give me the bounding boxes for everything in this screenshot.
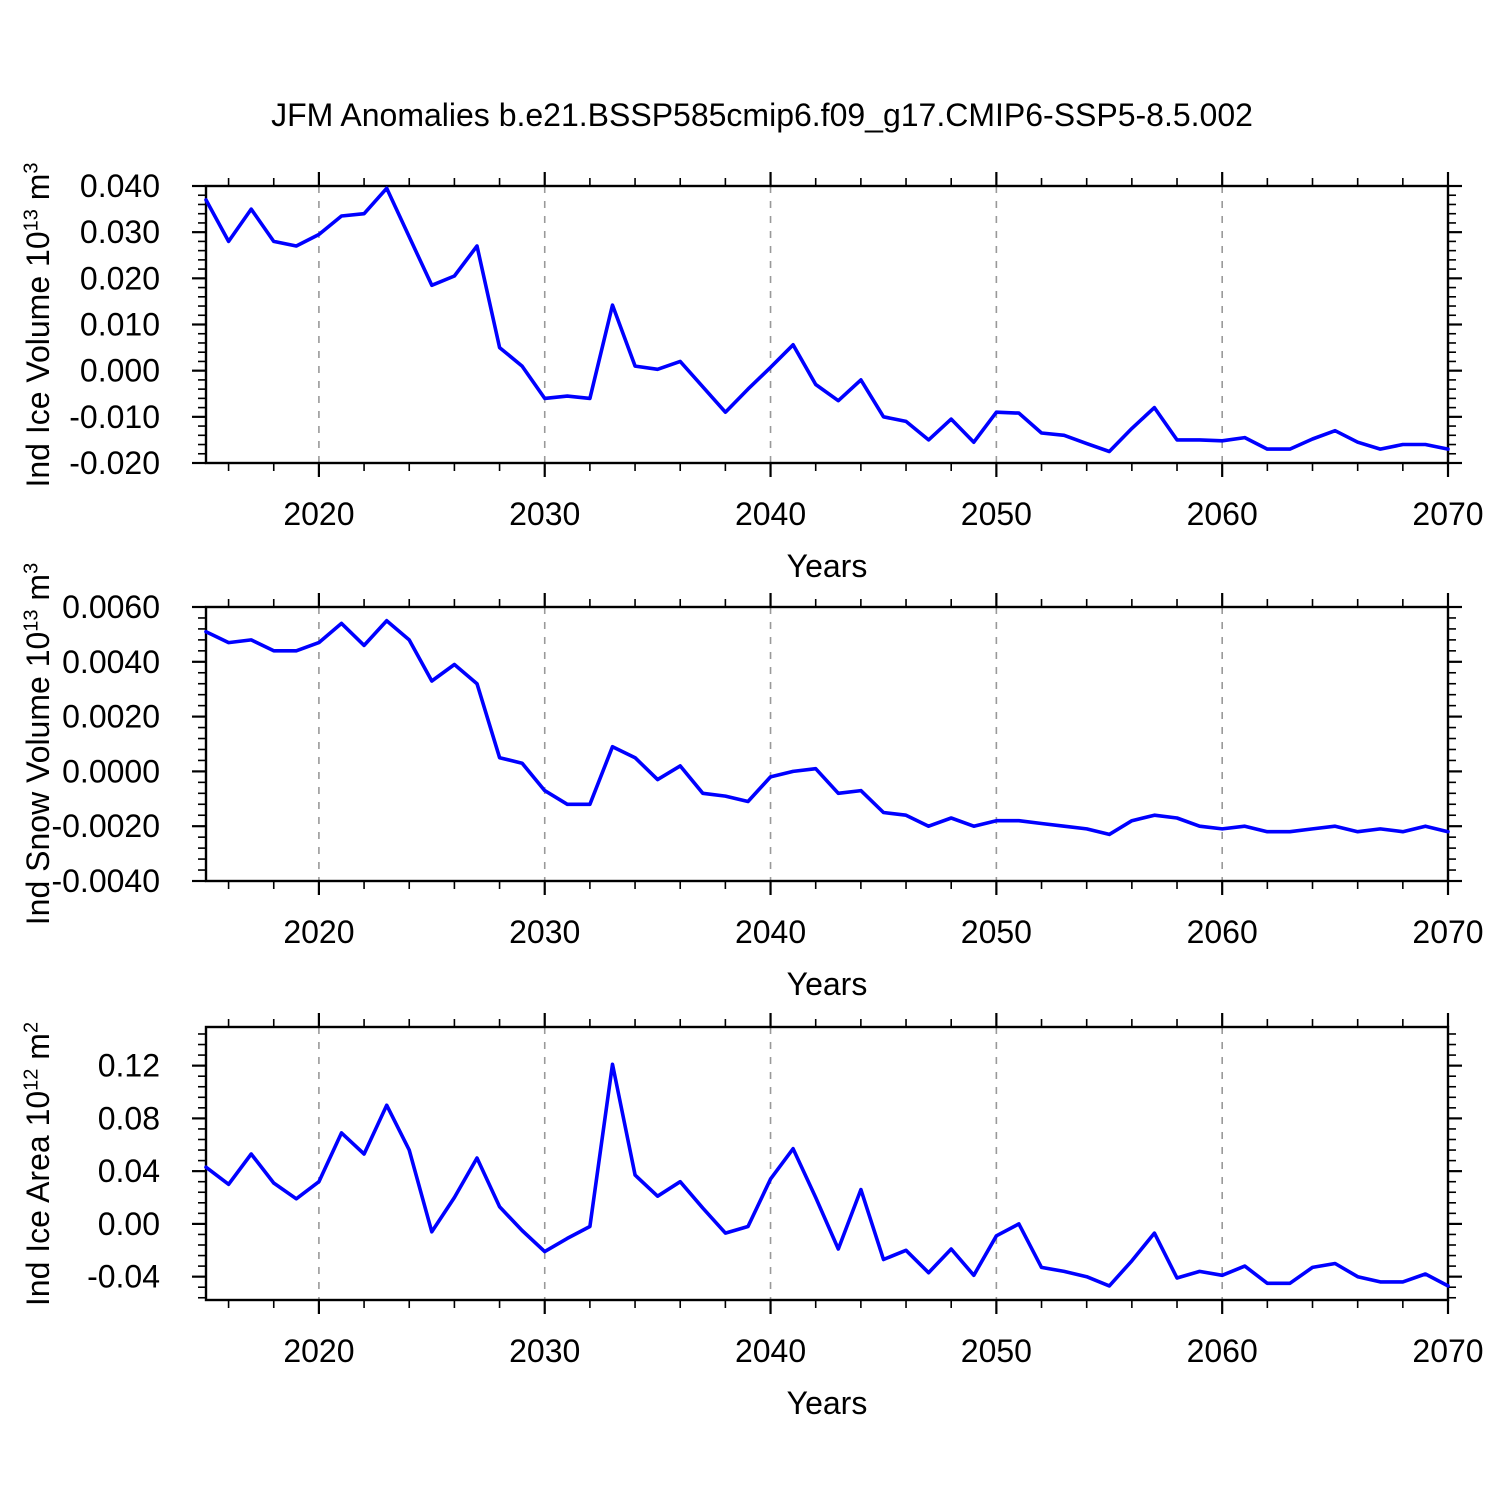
ylabel-superscript: 12 bbox=[20, 1068, 43, 1091]
x-tick-label: 2050 bbox=[961, 496, 1032, 532]
ylabel-superscript: 3 bbox=[20, 161, 43, 174]
y-axis-title-ice-area: Ind Ice Area 1012 m2 bbox=[16, 884, 60, 1444]
y-tick-label: 0.010 bbox=[80, 307, 160, 343]
y-tick-label: -0.0040 bbox=[51, 863, 160, 899]
x-tick-label: 2060 bbox=[1187, 496, 1258, 532]
x-tick-label: 2030 bbox=[509, 914, 580, 950]
x-tick-label: 2030 bbox=[509, 496, 580, 532]
y-tick-label: 0.000 bbox=[80, 353, 160, 389]
y-tick-label: 0.0060 bbox=[62, 589, 160, 625]
y-tick-label: 0.0000 bbox=[62, 753, 160, 789]
x-axis-title: Years bbox=[787, 1385, 868, 1421]
ylabel-superscript: 13 bbox=[20, 609, 43, 632]
y-tick-label: 0.12 bbox=[98, 1048, 160, 1084]
x-axis-title: Years bbox=[787, 966, 868, 1002]
x-tick-label: 2070 bbox=[1412, 496, 1483, 532]
y-tick-label: 0.04 bbox=[98, 1153, 160, 1189]
y-tick-label: -0.0020 bbox=[51, 808, 160, 844]
x-axis-title: Years bbox=[787, 548, 868, 584]
ylabel-text: m bbox=[20, 573, 56, 610]
ylabel-text: m bbox=[20, 1032, 56, 1069]
y-tick-label: 0.00 bbox=[98, 1206, 160, 1242]
ice-area-line bbox=[204, 1062, 1450, 1288]
x-tick-label: 2070 bbox=[1412, 1333, 1483, 1369]
panel-ice-volume: 2020 2030 2040 2050 2060 2070 Years 0.040 0.030 0… bbox=[69, 168, 1483, 584]
x-tick-label: 2020 bbox=[283, 1333, 354, 1369]
x-tick-label: 2060 bbox=[1187, 914, 1258, 950]
plot-frame bbox=[204, 1025, 1450, 1302]
y-tick-label: 0.08 bbox=[98, 1100, 160, 1136]
y-tick-label: 0.020 bbox=[80, 260, 160, 296]
x-tick-label: 2020 bbox=[283, 914, 354, 950]
ice-volume-line bbox=[204, 186, 1450, 454]
plot-frame bbox=[204, 184, 1450, 465]
panel-ice-area: 2020 2030 2040 2050 2060 2070 Years 0.12 0.08 0.0… bbox=[87, 1013, 1484, 1421]
x-tick-label: 2050 bbox=[961, 1333, 1032, 1369]
panel-snow-volume: 2020 2030 2040 2050 2060 2070 Years 0.0060 0.004… bbox=[51, 589, 1483, 1002]
x-tick-label: 2040 bbox=[735, 914, 806, 950]
ylabel-superscript: 3 bbox=[20, 562, 43, 574]
x-tick-label: 2030 bbox=[509, 1333, 580, 1369]
ylabel-superscript: 13 bbox=[20, 208, 43, 231]
ylabel-superscript: 2 bbox=[20, 1021, 43, 1033]
x-tick-label: 2040 bbox=[735, 496, 806, 532]
x-tick-label: 2060 bbox=[1187, 1333, 1258, 1369]
x-tick-label: 2050 bbox=[961, 914, 1032, 950]
ylabel-text: Ind Ice Volume 10 bbox=[20, 230, 56, 488]
ylabel-text: Ind Ice Area 10 bbox=[20, 1090, 56, 1306]
y-tick-label: 0.040 bbox=[80, 168, 160, 204]
y-tick-label: -0.04 bbox=[87, 1259, 160, 1295]
ylabel-text: Ind Snow Volume 10 bbox=[20, 631, 56, 926]
y-tick-label: -0.010 bbox=[69, 399, 160, 435]
plot-frame bbox=[204, 605, 1450, 883]
y-tick-label: -0.020 bbox=[69, 445, 160, 481]
x-tick-label: 2040 bbox=[735, 1333, 806, 1369]
snow-volume-line bbox=[204, 618, 1450, 837]
x-tick-label: 2070 bbox=[1412, 914, 1483, 950]
chart-title: JFM Anomalies b.e21.BSSP585cmip6.f09_g17… bbox=[271, 97, 1253, 133]
y-tick-label: 0.0020 bbox=[62, 699, 160, 735]
ylabel-text: m bbox=[20, 173, 56, 209]
x-tick-label: 2020 bbox=[283, 496, 354, 532]
y-tick-label: 0.030 bbox=[80, 214, 160, 250]
y-tick-label: 0.0040 bbox=[62, 644, 160, 680]
